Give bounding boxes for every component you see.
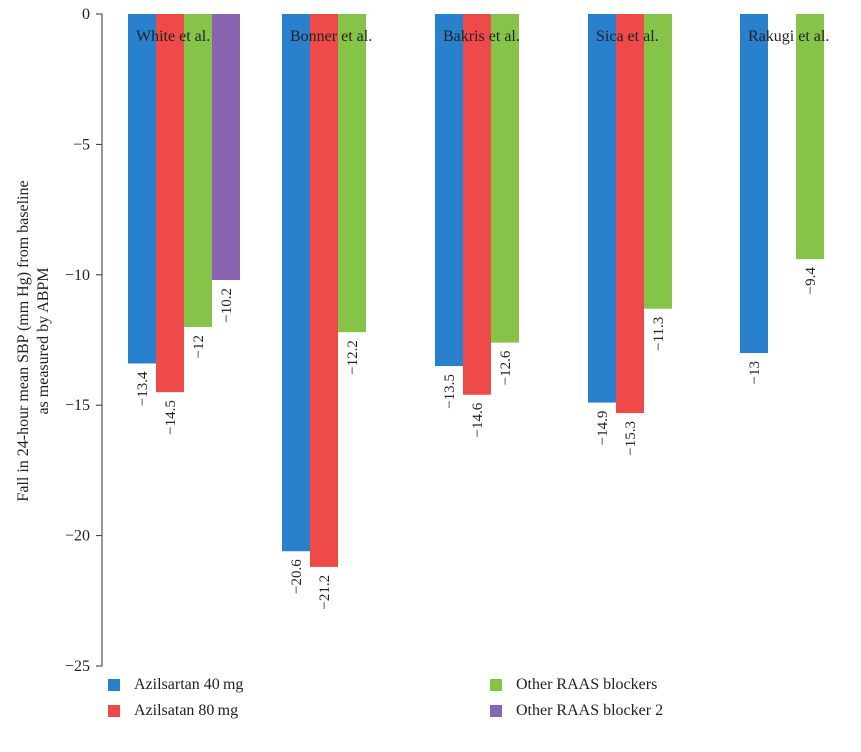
data-label: −21.2 [317,575,333,610]
bar [740,14,768,354]
data-label: −12 [191,335,207,358]
legend-item-azilsartan-40: Azilsartan 40 mg [108,676,243,694]
data-labels: −13.4 −20.6 −13.5 −14.9 −13 −14.5 −21.2 −14.6 −1… [135,267,819,610]
bar [491,14,519,343]
data-label: −12.2 [345,340,361,375]
category-label: Rakugi et al. [748,28,829,45]
legend-label-azilsartan-40: Azilsartan 40 mg [134,676,244,693]
bar [212,14,240,281]
category-label: Bakris et al. [443,28,520,45]
y-tick-label: −5 [73,136,90,153]
y-tick-label: −15 [65,397,90,414]
data-label: −9.4 [803,267,819,295]
legend-item-other-raas-blockers: Other RAAS blockers [490,676,657,694]
bar [796,14,824,260]
legend-swatch-azilsatan-80 [108,705,120,717]
category-labels: White et al. Bonner et al. Bakris et al. Si… [136,28,829,45]
bar [644,14,672,309]
data-label: −13.5 [442,374,458,409]
bar [616,14,644,414]
legend-label-other-raas-blocker-2: Other RAAS blocker 2 [516,702,664,719]
bar [184,14,212,327]
data-label: −12.6 [498,350,514,385]
bar [338,14,366,333]
data-label: −15.3 [623,421,639,456]
legend-swatch-azilsartan-40 [108,679,120,691]
bar [282,14,310,552]
legend-label-azilsatan-80: Azilsatan 80 mg [134,702,239,719]
data-label: −13.4 [135,371,151,406]
y-axis-title-line2: as measured by ABPM [35,267,52,414]
category-label: White et al. [136,28,210,45]
data-label: −10.2 [219,288,235,323]
category-label: Sica et al. [596,28,659,45]
bar-chart: 0 −5 −10 −15 −20 −25 White et al. Bonner et al… [15,6,829,672]
bar [310,14,338,567]
bar [128,14,156,364]
data-label: −13 [747,361,763,384]
data-label: −14.5 [163,400,179,435]
bar [463,14,491,395]
legend: Azilsartan 40 mg Azilsatan 80 mg Other R… [108,672,828,752]
y-tick-label: −20 [65,528,90,545]
category-label: Bonner et al. [290,28,372,45]
y-tick-label: 0 [82,6,90,23]
bar [156,14,184,393]
data-label: −14.9 [595,411,611,446]
bar [588,14,616,403]
y-tick-label: −25 [65,658,90,672]
bars-group [128,14,824,567]
data-label: −14.6 [470,402,486,437]
y-tick-label: −10 [65,267,90,284]
legend-swatch-other-raas-blocker-2 [490,705,502,717]
legend-label-other-raas-blockers: Other RAAS blockers [516,676,658,693]
y-axis: 0 −5 −10 −15 −20 −25 [65,6,103,672]
data-label: −11.3 [651,317,667,351]
bar [435,14,463,367]
data-label: −20.6 [289,559,305,594]
y-axis-title-line1: Fall in 24-hour mean SBP (mm Hg) from ba… [15,180,32,501]
legend-item-other-raas-blocker-2: Other RAAS blocker 2 [490,702,663,720]
legend-item-azilsatan-80: Azilsatan 80 mg [108,702,238,720]
legend-swatch-other-raas-blockers [490,679,502,691]
